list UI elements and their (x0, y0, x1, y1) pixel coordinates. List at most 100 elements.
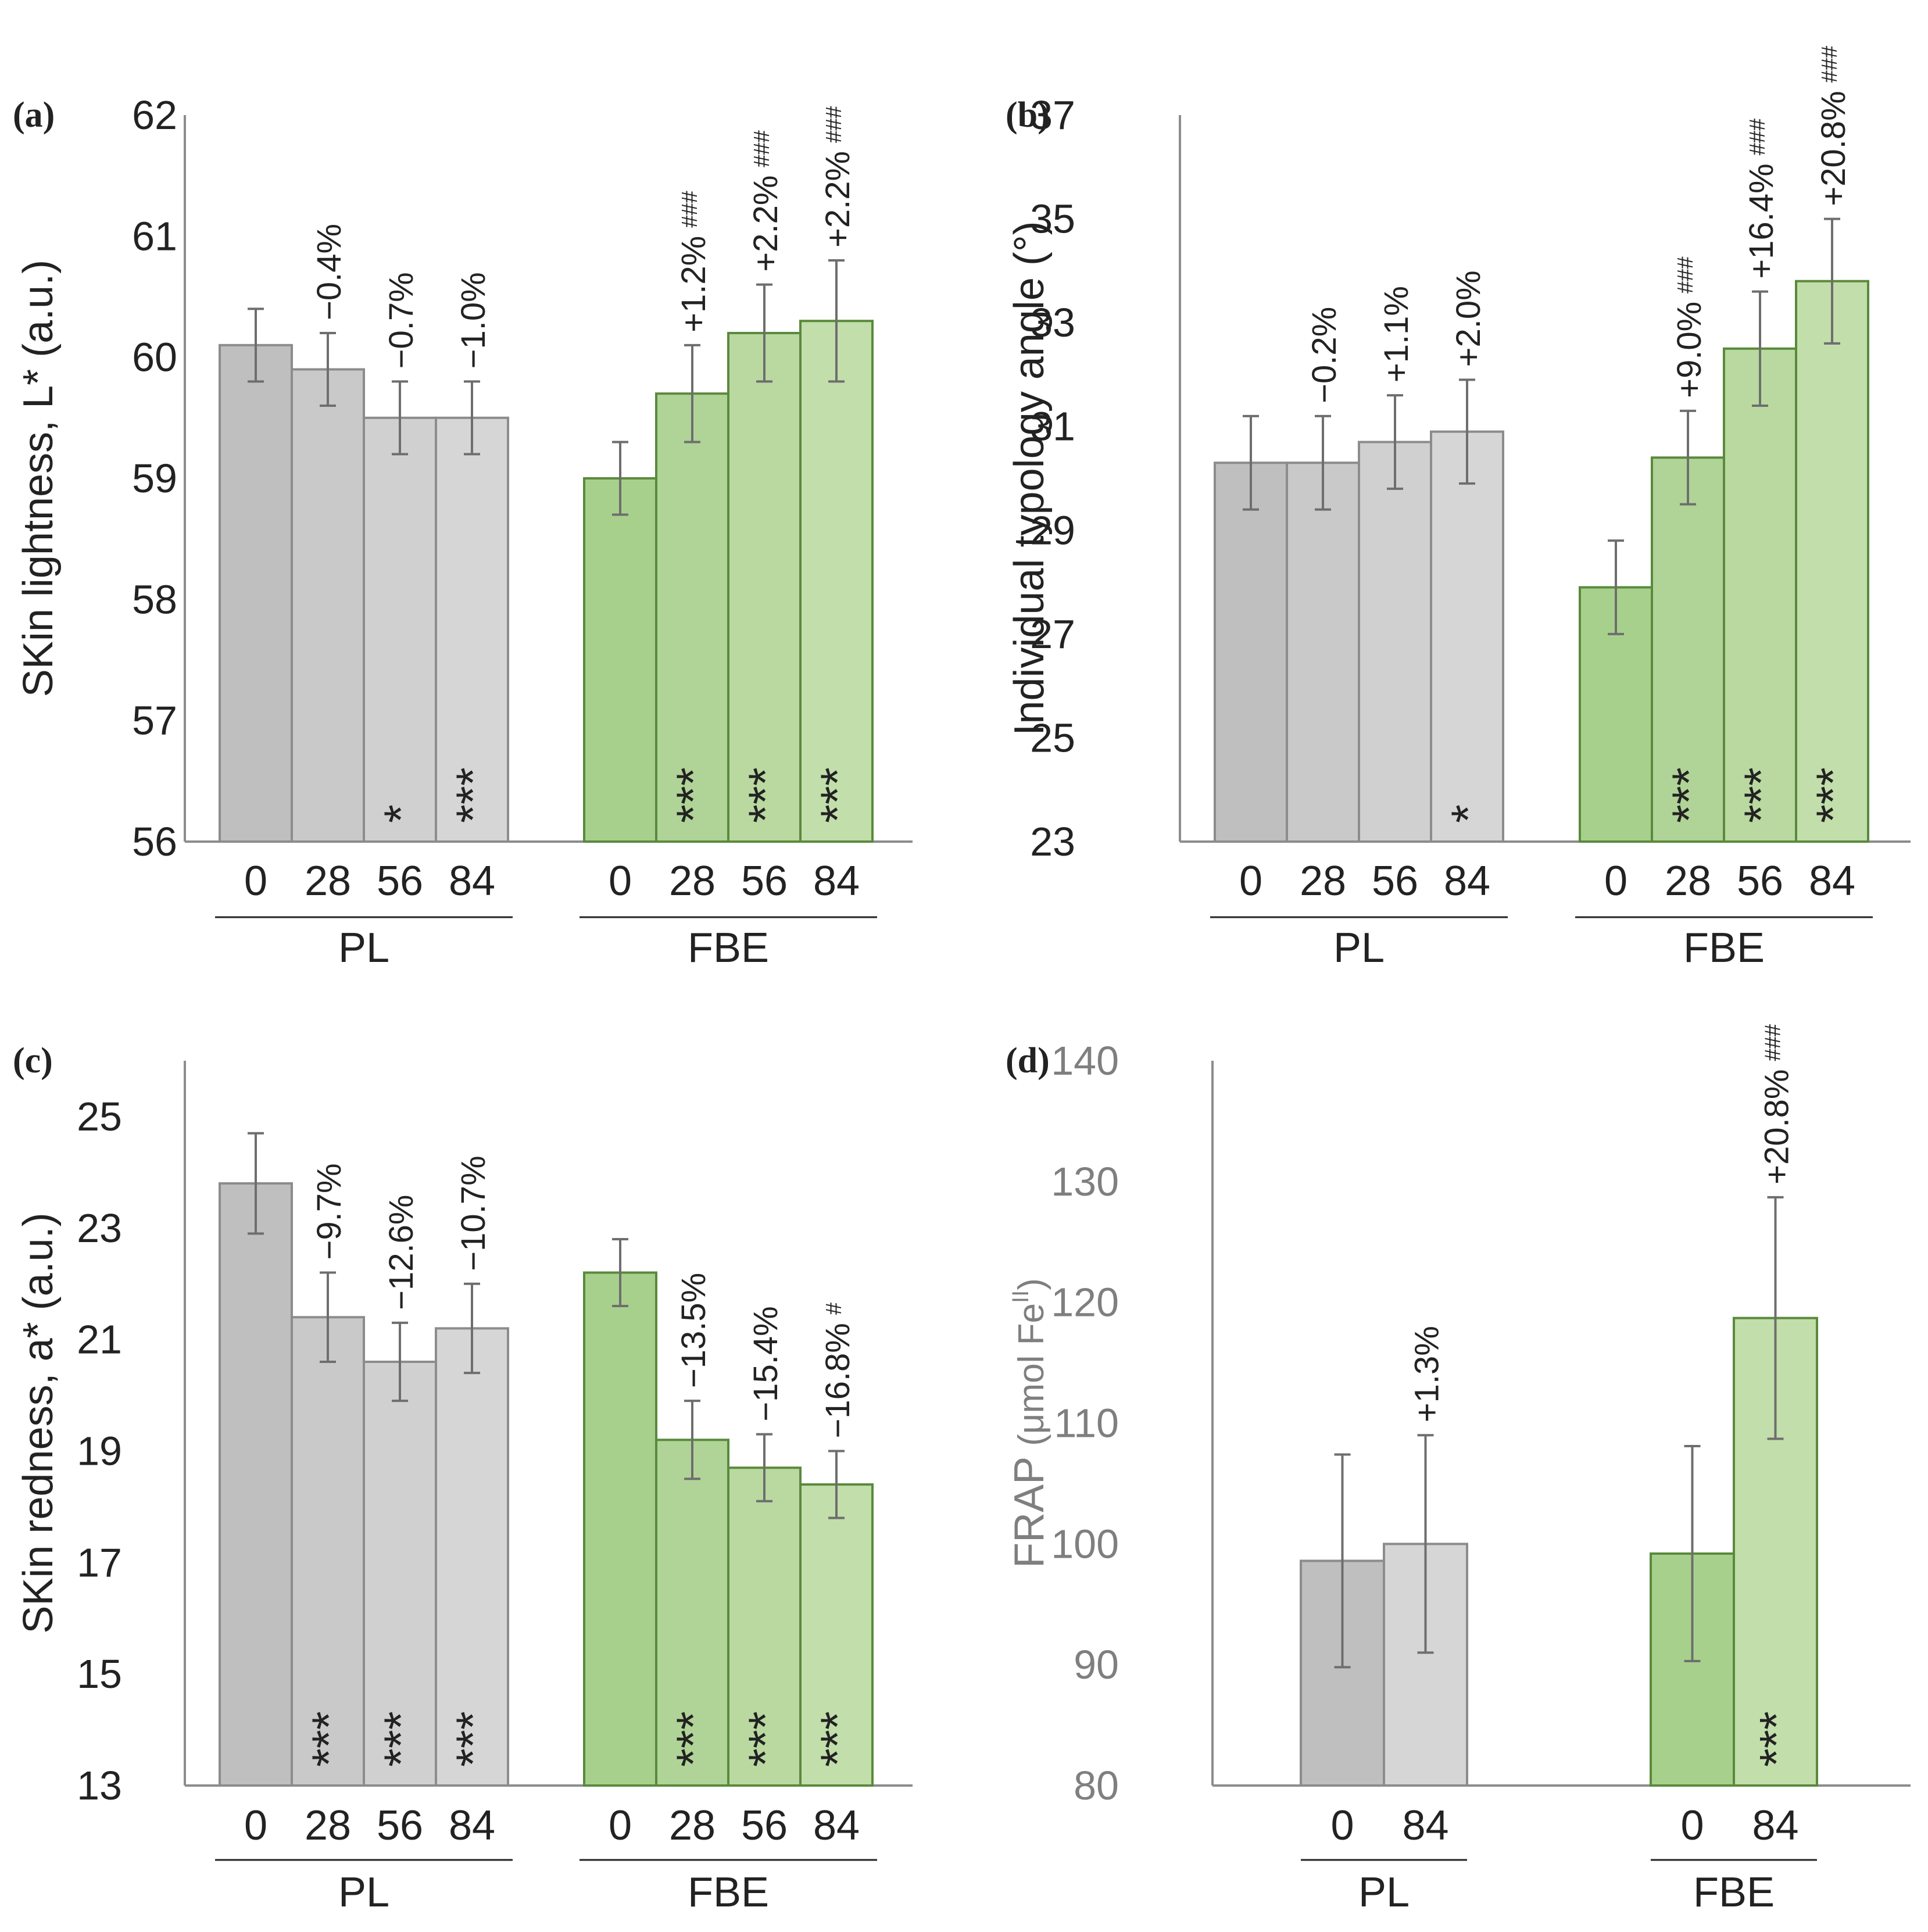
category-label: 28 (1665, 858, 1711, 904)
y-axis-label-unit: (μmol Fe (1011, 1303, 1051, 1446)
panel-letter: (a) (13, 95, 55, 135)
group-label: FBE (1683, 925, 1765, 971)
change-value: +20.8% (1815, 91, 1852, 206)
y-tick-label: 100 (1051, 1521, 1119, 1566)
significance-stars: *** (739, 1711, 792, 1767)
bar (363, 1360, 437, 1787)
change-value: −0.2% (1305, 307, 1343, 403)
change-label: +20.8% ### (1758, 1024, 1796, 1185)
y-tick-label: 21 (77, 1317, 122, 1362)
change-value: +1.2% (675, 236, 713, 332)
change-label: −16.8% # (819, 1303, 857, 1438)
significance-stars: *** (447, 1711, 500, 1767)
panel-letter: (d) (1006, 1041, 1050, 1081)
bar (1358, 441, 1432, 843)
change-label: +2.0% (1450, 270, 1487, 367)
bar (291, 1316, 365, 1787)
change-label: +2.2% ### (747, 130, 785, 271)
category-label: 0 (1604, 858, 1627, 904)
change-label: −0.4% (310, 224, 348, 320)
category-label: 28 (669, 1802, 716, 1849)
change-label: +1.3% (1408, 1326, 1446, 1422)
category-label: 28 (1300, 858, 1346, 904)
y-tick-label: 57 (132, 698, 177, 743)
y-tick-label: 62 (132, 92, 177, 138)
bar (655, 1439, 729, 1787)
y-tick-label: 58 (132, 577, 177, 622)
change-label: −13.5% (675, 1273, 713, 1388)
change-label: +2.2% ### (819, 106, 857, 248)
category-label: 28 (305, 1802, 351, 1849)
category-label: 56 (1372, 858, 1418, 904)
change-label: −12.6% (382, 1195, 420, 1310)
y-axis-label-main: FRAP (1006, 1457, 1053, 1568)
y-tick-label: 25 (77, 1094, 122, 1139)
y-tick-label: 59 (132, 456, 177, 501)
significance-hash: ### (678, 191, 702, 227)
bar (219, 344, 293, 843)
change-label: −0.2% (1305, 307, 1343, 403)
y-tick-label: 15 (77, 1651, 122, 1697)
change-value: −9.7% (310, 1163, 348, 1260)
change-value: −0.7% (382, 272, 420, 368)
bar (583, 1271, 657, 1787)
change-value: −13.5% (675, 1273, 713, 1388)
group-label: FBE (688, 925, 769, 971)
significance-stars: *** (1663, 767, 1716, 823)
change-label: +9.0% ### (1671, 256, 1708, 398)
change-value: +2.2% (747, 176, 785, 272)
significance-hash: ### (1673, 256, 1698, 293)
panel-d: (d) 80 90 100 110 120 130 140 FRAP (μmol FeII) 0 +1… (1006, 1024, 1911, 1916)
significance-hash: ### (822, 106, 846, 143)
change-value: −15.4% (747, 1306, 785, 1421)
panel-letter: (c) (13, 1041, 53, 1081)
y-tick-label: 29 (1030, 507, 1075, 553)
bar (1723, 347, 1797, 843)
significance-stars: *** (447, 767, 500, 823)
change-label: −1.0% (455, 272, 492, 368)
bar (291, 368, 365, 843)
significance-stars: *** (1735, 767, 1788, 823)
change-value: +1.1% (1378, 286, 1415, 382)
change-label: +1.2% ### (675, 191, 713, 332)
y-tick-label: 31 (1030, 404, 1075, 449)
y-tick-label: 130 (1051, 1159, 1119, 1204)
bar (363, 416, 437, 843)
panel-c: (c) 13 15 17 19 21 23 25 SKin redness, a* (a.u.)… (13, 1041, 913, 1916)
change-value: −0.4% (310, 224, 348, 320)
category-label: 0 (609, 1802, 632, 1849)
change-value: −1.0% (455, 272, 492, 368)
significance-hash: ### (750, 130, 774, 167)
category-label: 0 (244, 858, 267, 904)
category-label: 0 (1239, 858, 1262, 904)
significance-hash: # (822, 1303, 846, 1315)
change-value: +1.3% (1408, 1326, 1446, 1422)
y-tick-label: 27 (1030, 611, 1075, 657)
category-label: 84 (449, 1802, 495, 1849)
bar (219, 1182, 293, 1787)
y-tick-label: 25 (1030, 715, 1075, 760)
significance-stars: * (375, 804, 428, 823)
y-axis-label: FRAP (μmol FeII) (1006, 1278, 1053, 1568)
y-tick-label: 33 (1030, 300, 1075, 345)
y-tick-label: 23 (1030, 819, 1075, 864)
category-label: 0 (1330, 1802, 1354, 1849)
significance-stars: *** (1807, 767, 1860, 823)
change-value: +9.0% (1671, 302, 1708, 398)
bar (727, 332, 802, 843)
change-value: +16.4% (1743, 163, 1780, 278)
y-tick-label: 60 (132, 335, 177, 380)
category-label: 84 (449, 858, 495, 904)
change-value: +2.2% (819, 151, 857, 248)
y-tick-label: 140 (1051, 1038, 1119, 1083)
significance-hash: ### (1745, 119, 1770, 155)
y-tick-label: 120 (1051, 1280, 1119, 1325)
significance-stars: *** (375, 1711, 428, 1767)
y-tick-label: 90 (1074, 1642, 1119, 1687)
category-label: 84 (1752, 1802, 1798, 1849)
category-label: 84 (1809, 858, 1855, 904)
change-value: −12.6% (382, 1195, 420, 1310)
group-label: PL (1358, 1869, 1410, 1916)
bar (1430, 430, 1504, 843)
